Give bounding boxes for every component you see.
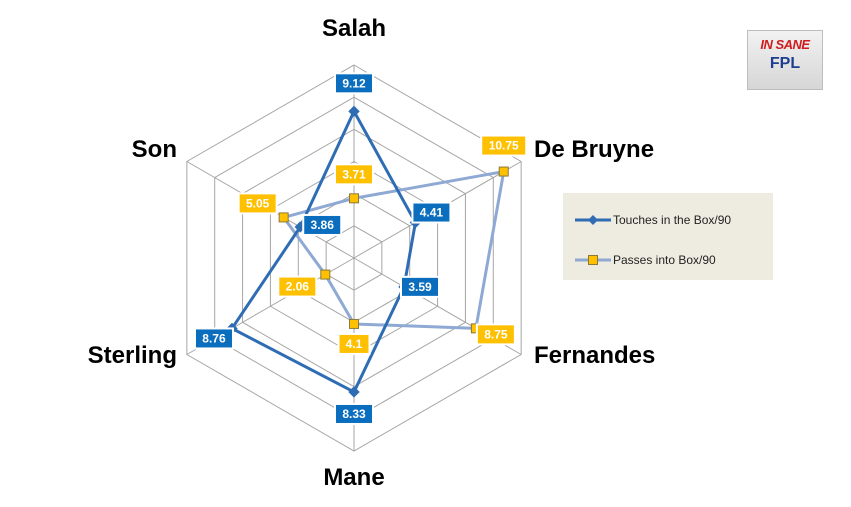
data-label-touches-salah: 9.12	[342, 76, 366, 90]
axis-label-de-bruyne: De Bruyne	[534, 136, 654, 163]
data-label-box-passes-mane	[337, 332, 371, 355]
insane-fpl-logo: IN SANE FPL	[747, 30, 823, 90]
data-label-touches-fernandes: 3.59	[408, 280, 432, 294]
legend-marker-passes	[588, 255, 598, 265]
data-label-box-touches-sterling	[193, 327, 234, 350]
data-label-box-passes-salah	[334, 163, 374, 186]
data-label-box-passes-son	[237, 192, 278, 215]
data-label-box-touches-fernandes	[400, 275, 441, 298]
data-label-box-passes-sterling	[277, 275, 318, 298]
marker-passes-salah	[349, 193, 359, 204]
logo-line2: FPL	[769, 55, 801, 72]
marker-touches-salah	[348, 105, 360, 118]
data-label-passes-sterling: 2.06	[286, 280, 310, 294]
data-label-touches-mane: 8.33	[342, 407, 366, 421]
data-label-passes-son: 5.05	[246, 196, 270, 210]
legend-box	[563, 193, 773, 280]
data-label-passes-fernandes: 8.75	[484, 327, 508, 341]
marker-passes-son	[278, 212, 289, 223]
axis-label-salah: Salah	[322, 15, 386, 42]
axis-label-sterling: Sterling	[88, 342, 177, 369]
data-label-box-touches-de bruyne	[411, 201, 452, 224]
legend-marker-touches	[588, 215, 598, 225]
legend-label-touches: Touches in the Box/90	[613, 213, 731, 227]
logo-line1: IN SANE	[760, 37, 810, 52]
data-label-box-touches-son	[302, 213, 343, 236]
data-label-passes-mane: 4.1	[346, 337, 363, 351]
data-label-touches-son: 3.86	[311, 218, 335, 232]
legend-label-passes: Passes into Box/90	[613, 253, 716, 267]
data-label-box-touches-salah	[334, 72, 374, 95]
axis-label-mane: Mane	[323, 464, 384, 491]
data-label-touches-sterling: 8.76	[202, 331, 226, 345]
data-label-passes-de bruyne: 10.75	[489, 139, 519, 153]
series-line-touches	[230, 109, 417, 394]
data-label-box-passes-de bruyne	[480, 134, 528, 157]
data-label-box-touches-mane	[334, 402, 374, 425]
axis-label-son: Son	[132, 136, 177, 163]
marker-passes-mane	[349, 318, 359, 329]
marker-passes-de bruyne	[498, 166, 509, 177]
data-label-box-passes-fernandes	[475, 323, 516, 346]
data-label-touches-de bruyne: 4.41	[420, 206, 444, 220]
marker-touches-mane	[348, 386, 360, 398]
axis-label-fernandes: Fernandes	[534, 342, 655, 369]
marker-passes-sterling	[320, 269, 331, 280]
data-label-passes-salah: 3.71	[342, 167, 366, 181]
